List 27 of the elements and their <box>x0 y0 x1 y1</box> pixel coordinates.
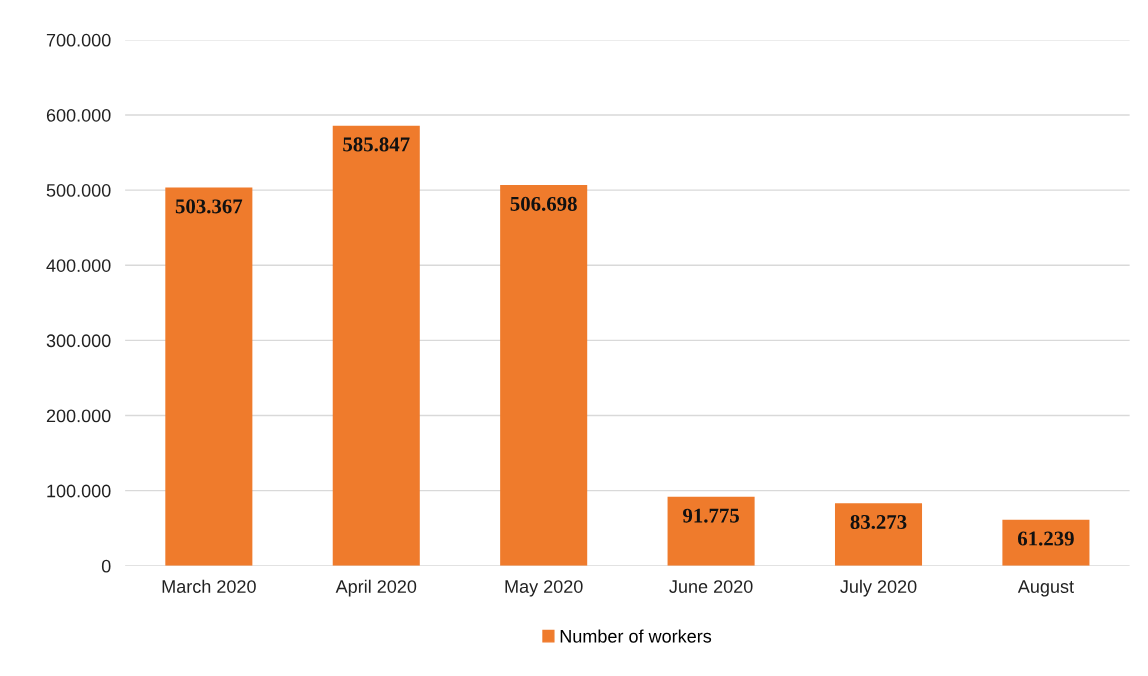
y-tick-label: 0 <box>101 559 111 573</box>
y-tick-label: 400.000 <box>46 259 111 272</box>
data-label: 503.367 <box>175 199 243 214</box>
y-tick-label: 700.000 <box>46 33 111 47</box>
data-label: 585.847 <box>343 137 410 152</box>
data-label: 83.273 <box>850 514 907 530</box>
bar <box>500 185 588 566</box>
y-tick-label: 300.000 <box>46 334 111 348</box>
x-tick-label: August <box>1017 580 1074 597</box>
x-tick-label: July 2020 <box>840 579 917 597</box>
x-tick-label: May 2020 <box>505 580 583 597</box>
bar <box>667 496 755 566</box>
bar <box>834 503 923 566</box>
y-tick-label: 500.000 <box>46 184 111 197</box>
legend-label: Number of workers <box>560 629 712 643</box>
bar <box>165 187 253 566</box>
x-tick-label: March 2020 <box>162 579 256 593</box>
y-tick-label: 200.000 <box>46 409 111 423</box>
data-label: 91.775 <box>683 508 739 523</box>
data-label: 61.239 <box>1017 531 1074 546</box>
x-tick-label: April 2020 <box>335 579 417 597</box>
y-tick-label: 100.000 <box>47 484 111 498</box>
y-tick-label: 600.000 <box>46 108 111 122</box>
bar <box>1002 519 1090 566</box>
bar <box>332 125 420 566</box>
x-tick-label: June 2020 <box>669 580 753 593</box>
data-label: 506.698 <box>510 196 577 211</box>
